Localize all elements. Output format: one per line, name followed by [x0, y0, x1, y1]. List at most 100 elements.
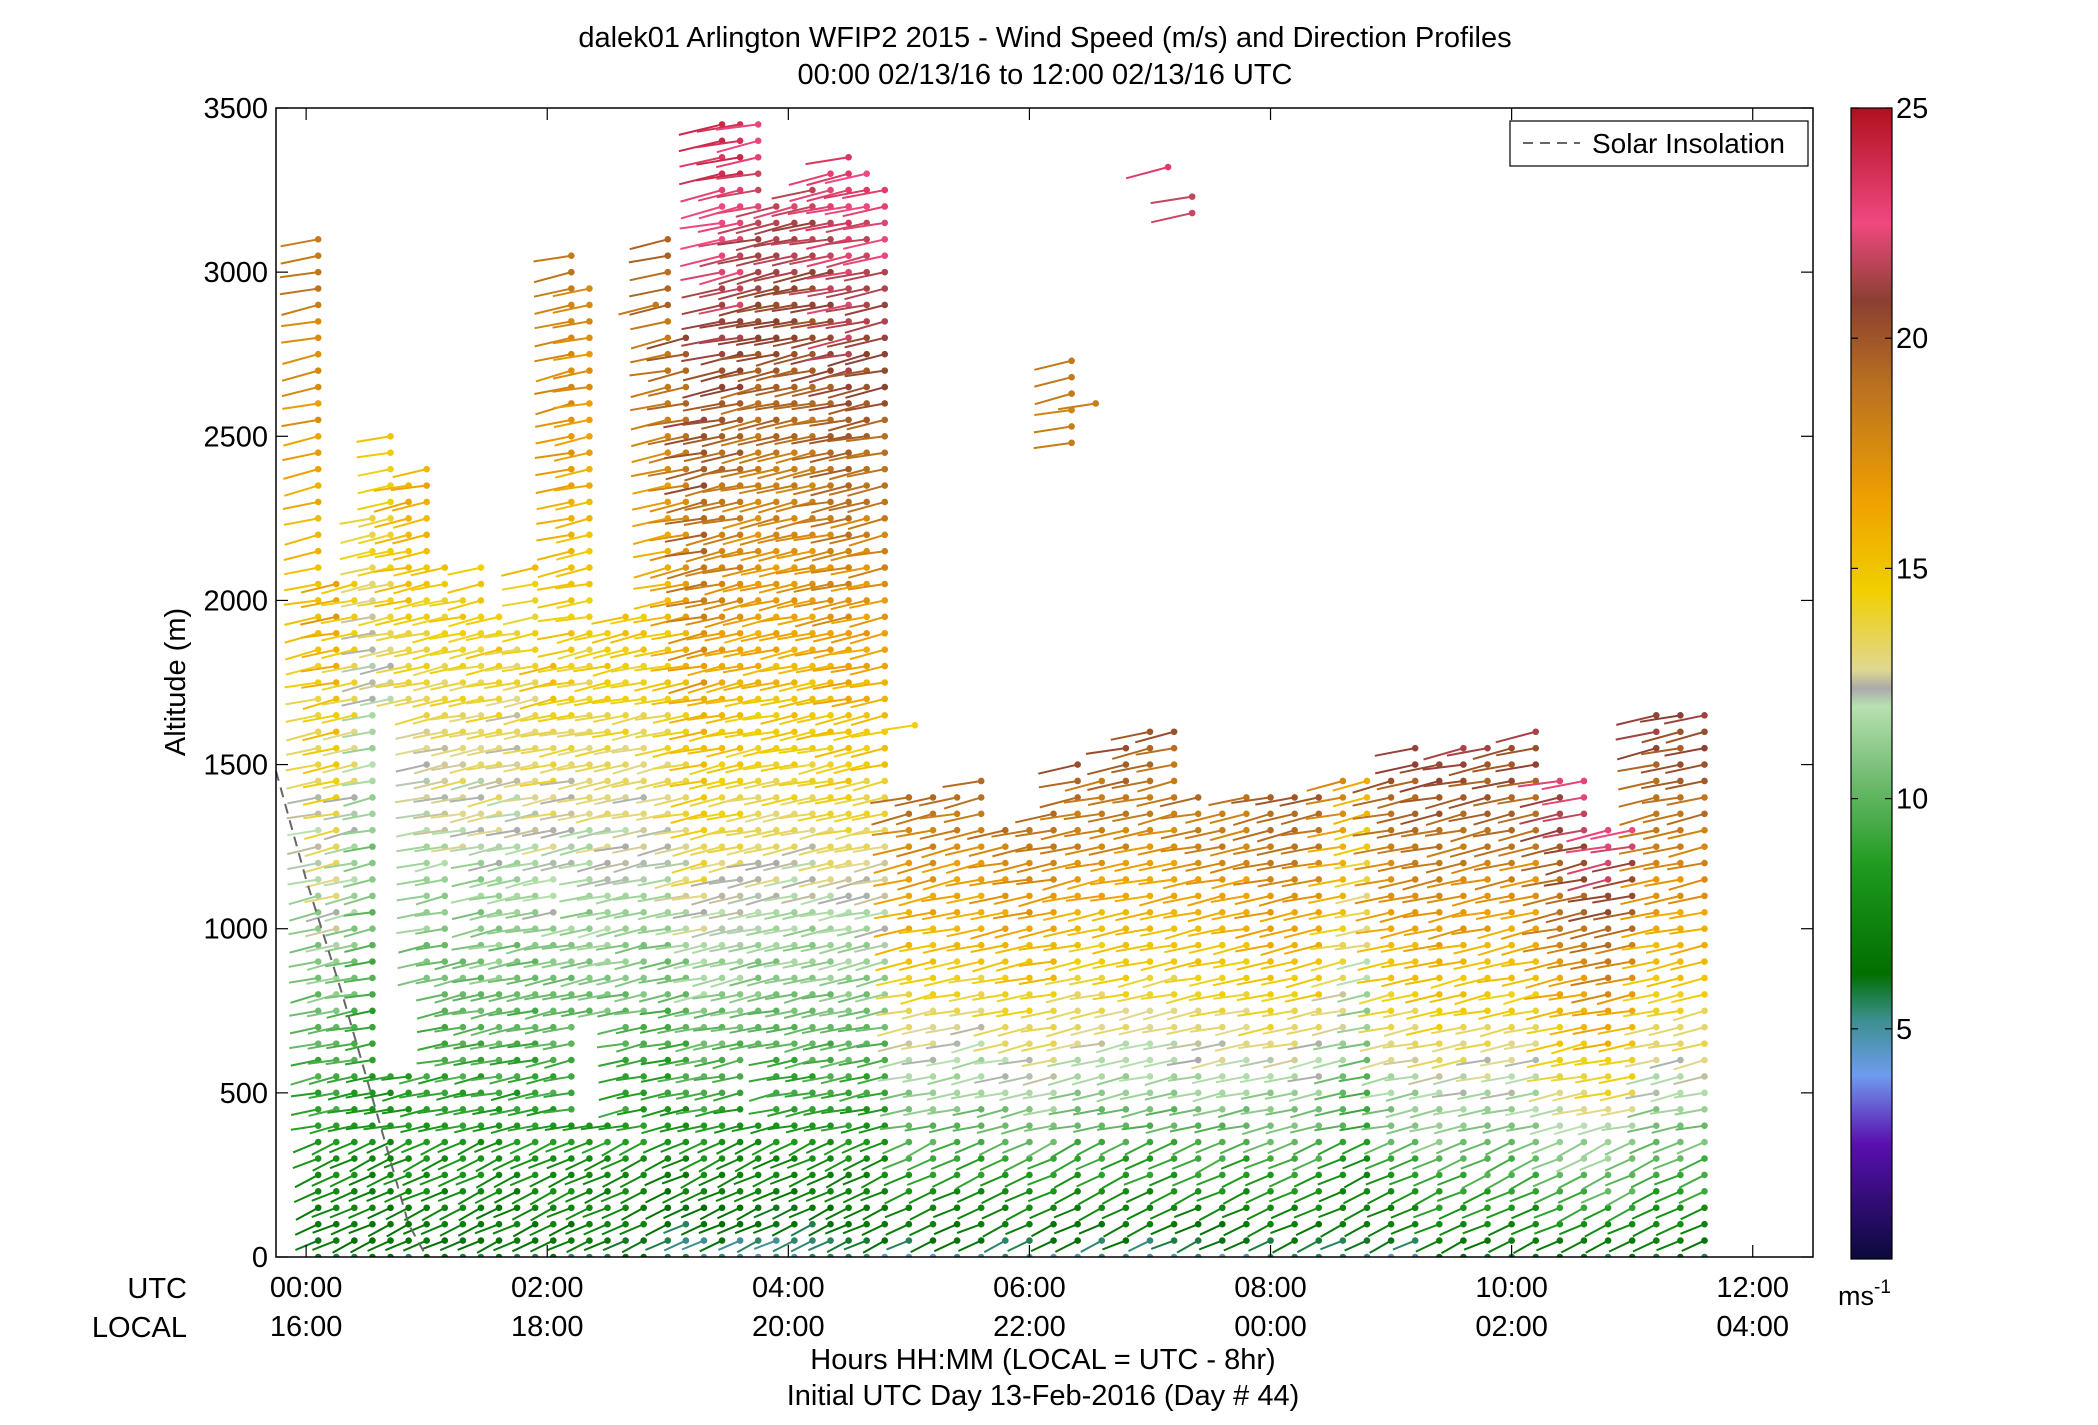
wind-barb-point	[881, 662, 889, 670]
wind-barb-point	[953, 958, 961, 965]
wind-barb-line	[932, 1190, 958, 1202]
wind-barb-line	[775, 451, 813, 465]
wind-barb-point	[1387, 876, 1395, 883]
wind-barb-point	[640, 958, 647, 965]
wind-barb-point	[863, 1204, 870, 1212]
wind-barb-line	[431, 829, 463, 836]
wind-barb-point	[1194, 925, 1202, 933]
wind-barb-line	[1124, 1157, 1151, 1171]
wind-barb-point	[1532, 1237, 1540, 1244]
wind-barb-line	[825, 303, 867, 313]
wind-barb-line	[344, 993, 373, 999]
wind-barb-line	[1400, 845, 1440, 853]
wind-barb-point	[1315, 925, 1323, 933]
wind-barb-line	[771, 205, 813, 218]
wind-barb-line	[358, 517, 391, 528]
wind-barb-point	[513, 761, 521, 768]
wind-barb-point	[1002, 1204, 1009, 1212]
wind-barb-line	[552, 303, 590, 314]
wind-barb-point	[1411, 761, 1419, 768]
wind-barb-point	[881, 794, 889, 801]
wind-barb-line	[1429, 1009, 1464, 1018]
wind-barb-line	[534, 320, 572, 330]
wind-barb-point	[700, 662, 708, 670]
wind-barb-line	[1111, 747, 1151, 760]
wind-barb-point	[1002, 859, 1009, 867]
wind-barb-line	[1374, 747, 1416, 757]
wind-barb-point	[1219, 892, 1226, 900]
wind-barb-point	[1122, 958, 1130, 965]
wind-barb-line	[809, 418, 849, 427]
wind-barb-point	[809, 1138, 816, 1146]
wind-barb-point	[459, 679, 467, 686]
wind-barb-line	[664, 550, 705, 558]
wind-barb-line	[1472, 747, 1512, 761]
wind-barb-point	[791, 843, 798, 850]
wind-barb-line	[695, 1108, 723, 1118]
wind-barb-point	[405, 1171, 412, 1179]
wind-barb-point	[1026, 1056, 1033, 1064]
wind-barb-line	[763, 927, 795, 935]
wind-barb-point	[791, 515, 798, 522]
wind-barb-line	[398, 1075, 427, 1085]
wind-barb-point	[441, 744, 449, 752]
wind-barb-point	[1026, 876, 1033, 883]
wind-barb-line	[1487, 1223, 1513, 1237]
wind-barb-line	[720, 1256, 723, 1257]
wind-barb-point	[1074, 826, 1081, 834]
wind-barb-point	[736, 1253, 744, 1257]
wind-barb-line	[1361, 1108, 1392, 1116]
wind-barb-line	[909, 1206, 934, 1221]
wind-barb-point	[1532, 1220, 1540, 1228]
wind-barb-point	[531, 1237, 539, 1244]
wind-barb-line	[1211, 911, 1247, 921]
wind-barb-point	[754, 515, 762, 522]
wind-barb-point	[718, 1089, 726, 1097]
wind-barb-line	[922, 878, 958, 891]
wind-barb-line	[1265, 1124, 1295, 1135]
wind-barb-line	[646, 353, 687, 362]
wind-barb-point	[827, 843, 834, 850]
wind-barb-line	[796, 714, 831, 724]
wind-barb-line	[1021, 1042, 1054, 1052]
wind-barb-line	[483, 681, 518, 690]
wind-barb-point	[736, 301, 744, 309]
wind-barb-point	[1556, 794, 1564, 801]
wind-barb-line	[631, 451, 669, 464]
wind-barb-line	[1198, 1206, 1223, 1222]
wind-barb-line	[743, 829, 777, 839]
wind-barb-line	[735, 238, 777, 252]
wind-barb-line	[610, 615, 644, 625]
wind-barb-point	[1267, 794, 1274, 801]
wind-barb-line	[733, 1190, 759, 1203]
wind-barb-line	[1311, 1026, 1344, 1037]
wind-barb-line	[1477, 927, 1512, 940]
wind-barb-line	[341, 648, 373, 656]
wind-barb-point	[881, 876, 889, 883]
wind-barb-point	[586, 810, 593, 818]
wind-barb-line	[972, 960, 1006, 973]
wind-barb-point	[1484, 1155, 1491, 1162]
wind-barb-point	[664, 449, 672, 457]
wind-barb-line	[413, 796, 445, 803]
wind-barb-point	[754, 334, 762, 342]
wind-barb-point	[1243, 1105, 1250, 1113]
wind-barb-line	[956, 1190, 982, 1204]
wind-barb-line	[1285, 960, 1320, 973]
wind-barb-line	[780, 829, 813, 837]
wind-barb-point	[827, 498, 834, 506]
wind-barb-point	[423, 1253, 430, 1257]
wind-barb-point	[863, 695, 870, 703]
wind-barb-line	[1022, 1091, 1054, 1100]
wind-barb-line	[306, 1009, 337, 1018]
wind-barb-point	[791, 1023, 798, 1031]
wind-barb-line	[1145, 1108, 1175, 1116]
wind-barb-point	[1026, 1237, 1033, 1244]
wind-barb-line	[876, 1009, 910, 1017]
wind-barb-point	[700, 843, 708, 850]
wind-barb-point	[827, 958, 834, 965]
wind-barb-line	[674, 1026, 705, 1034]
wind-barb-line	[1121, 1108, 1151, 1119]
wind-barb-point	[387, 547, 394, 555]
wind-barb-point	[314, 268, 322, 276]
